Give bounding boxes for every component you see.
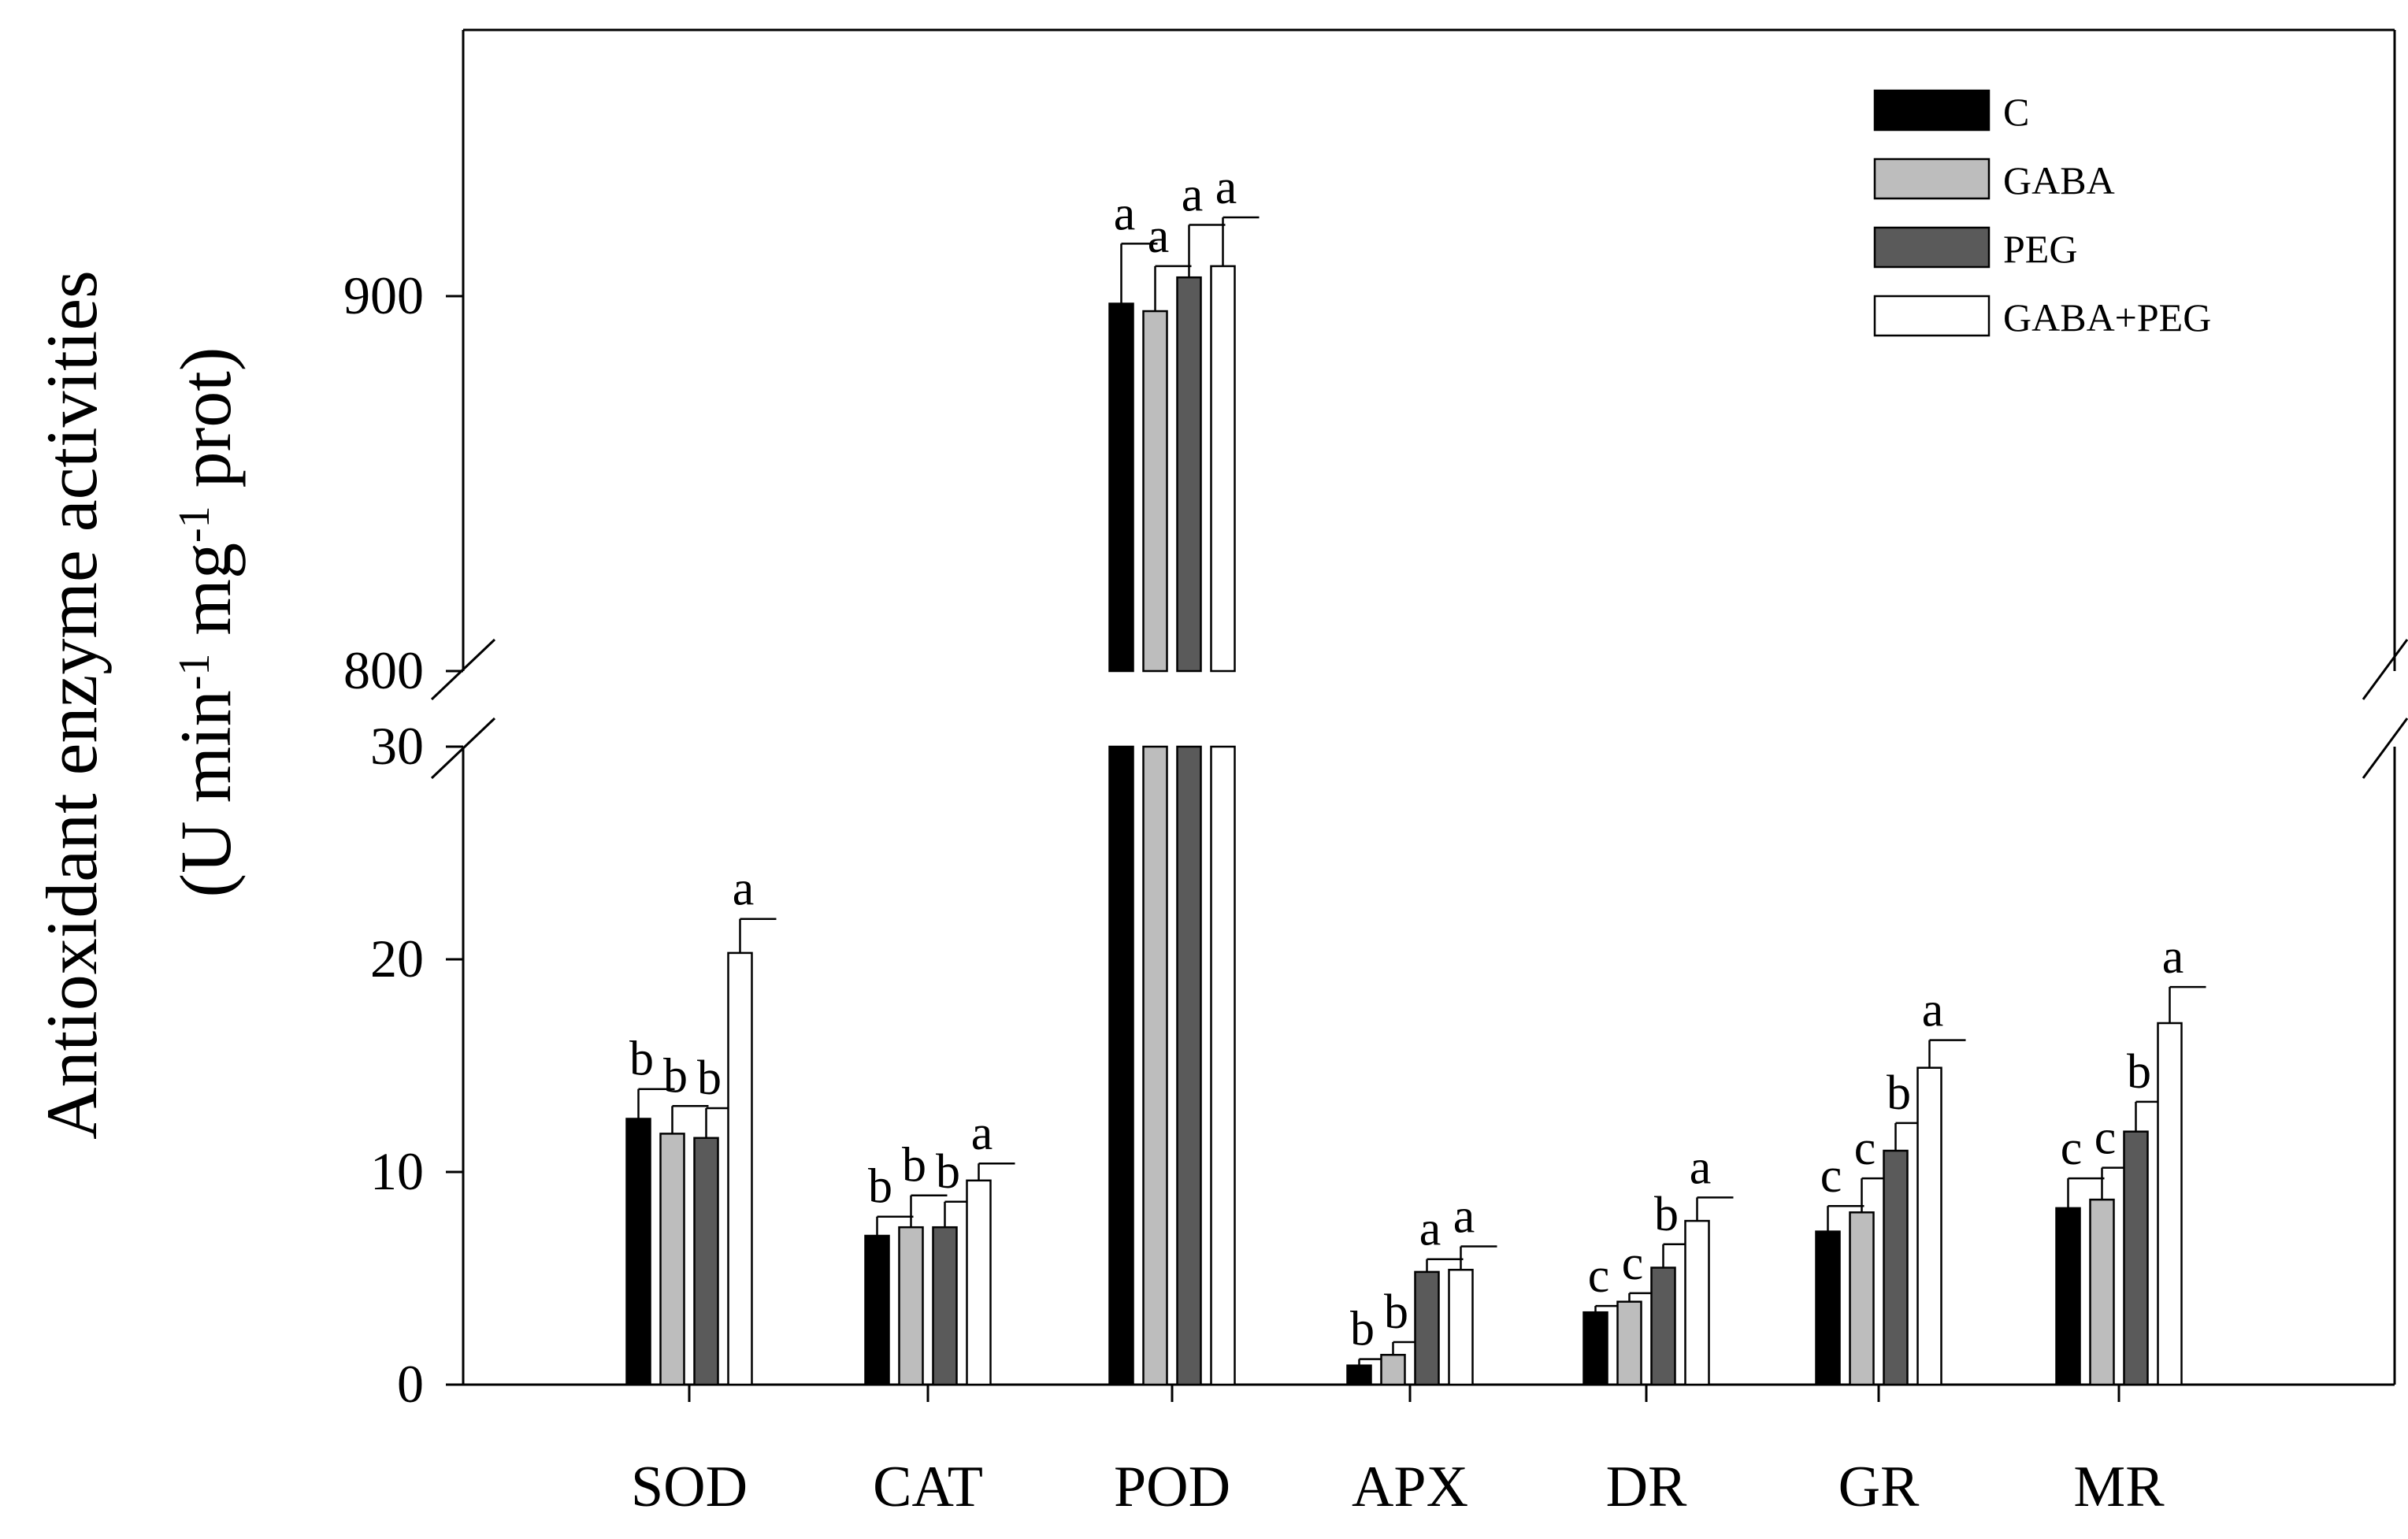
y-axis-label-superscript: -1 [170,654,219,691]
significance-letter: c [1622,1237,1644,1290]
legend-label: C [2003,90,2029,134]
x-category-label: DR [1606,1455,1687,1519]
legend: C GABA PEG GABA+PEG [1873,89,2211,339]
bar [1650,1266,1676,1386]
legend-swatch [1873,89,1991,132]
significance-letter: a [2162,930,2184,984]
bar [1142,745,1168,1386]
y-axis-label-part: (U min [165,690,246,897]
y-tick-label: 30 [370,716,424,776]
bar [898,1226,924,1386]
legend-label: GABA+PEG [2003,295,2211,339]
significance-letter: c [2094,1111,2117,1165]
x-category-label: SOD [631,1455,748,1519]
bar [1916,1066,1942,1386]
bar [1176,745,1202,1386]
significance-letter: a [1182,169,1204,222]
x-category-label: POD [1114,1455,1230,1519]
bar [1448,1268,1474,1386]
x-category-label: MR [2073,1455,2165,1519]
significance-letter: a [1114,187,1136,240]
y-axis-label-part: prot) [165,347,246,506]
significance-letter: b [936,1145,960,1199]
significance-letter: a [1453,1190,1475,1244]
significance-letter: a [733,862,755,916]
significance-letter: b [1350,1303,1375,1356]
bar [1142,310,1168,673]
bar [1616,1300,1642,1386]
x-category-label: CAT [873,1455,983,1519]
significance-letter: b [868,1160,892,1214]
axis-break-mark-left [430,638,496,701]
bar [2089,1198,2115,1386]
y-tick-label: 10 [370,1141,424,1201]
bar [1414,1270,1440,1386]
bar [2055,1207,2081,1386]
significance-letter: a [1922,984,1944,1037]
bar [1684,1219,1710,1386]
bar [2157,1022,2183,1386]
bar [966,1179,992,1386]
bar [1176,276,1202,673]
bar [932,1226,958,1386]
legend-swatch [1873,295,1991,337]
significance-letter: b [2127,1045,2151,1099]
y-axis-label: Antioxidant enzyme activities [32,270,112,1140]
significance-letter: c [1820,1149,1842,1203]
legend-swatch [1873,226,1991,269]
significance-letter: b [1887,1066,1911,1120]
significance-letter: a [971,1107,993,1160]
significance-letter: b [663,1049,688,1103]
bars [625,216,2206,1386]
bar [659,1133,685,1386]
bar [625,1118,651,1386]
bar [1582,1311,1608,1386]
bar [1380,1353,1406,1386]
bar [693,1137,719,1386]
significance-letter: a [1148,210,1170,263]
bar [2123,1130,2149,1386]
significance-letter: c [2061,1122,2083,1175]
bar [1210,265,1236,673]
significance-letter: c [1588,1249,1610,1303]
y-tick-label: 0 [397,1354,424,1414]
significance-letter: a [1690,1140,1712,1194]
significance-letter: a [1419,1203,1441,1256]
significance-letter: b [1654,1188,1679,1241]
axis-break-mark-left [430,717,496,780]
axis-break-mark-right [2362,718,2408,779]
significance-letter: b [629,1033,654,1086]
bar [727,951,753,1386]
bar [1108,745,1134,1386]
y-tick-label: 800 [343,640,424,700]
significance-letter: c [1854,1122,1876,1175]
bar [1815,1230,1841,1386]
x-category-label: GR [1838,1455,1920,1519]
significance-letter: b [697,1051,722,1105]
labels: 0 10 20 30 800 900 Antioxidant enzyme activiti… [32,161,2184,1519]
bar [864,1234,890,1386]
legend-swatch [1873,158,1991,200]
bar [1883,1149,1909,1386]
axis-break-mark-right [2362,639,2408,700]
legend-label: PEG [2003,227,2077,271]
x-category-label: APX [1352,1455,1468,1519]
significance-letter: b [1384,1285,1408,1339]
bar [1849,1211,1875,1386]
y-axis-label-part: mg [165,543,246,654]
y-tick-label: 900 [343,265,424,325]
bar [1210,745,1236,1386]
legend-label: GABA [2003,158,2115,202]
significance-letter: a [1215,161,1237,214]
y-axis-label-superscript: -1 [170,506,219,543]
bar [1108,302,1134,673]
significance-letter: b [902,1139,926,1192]
bar [1346,1364,1372,1386]
y-tick-label: 20 [370,929,424,988]
y-axis-label-units: (U min-1 mg-1 prot) [165,347,246,898]
